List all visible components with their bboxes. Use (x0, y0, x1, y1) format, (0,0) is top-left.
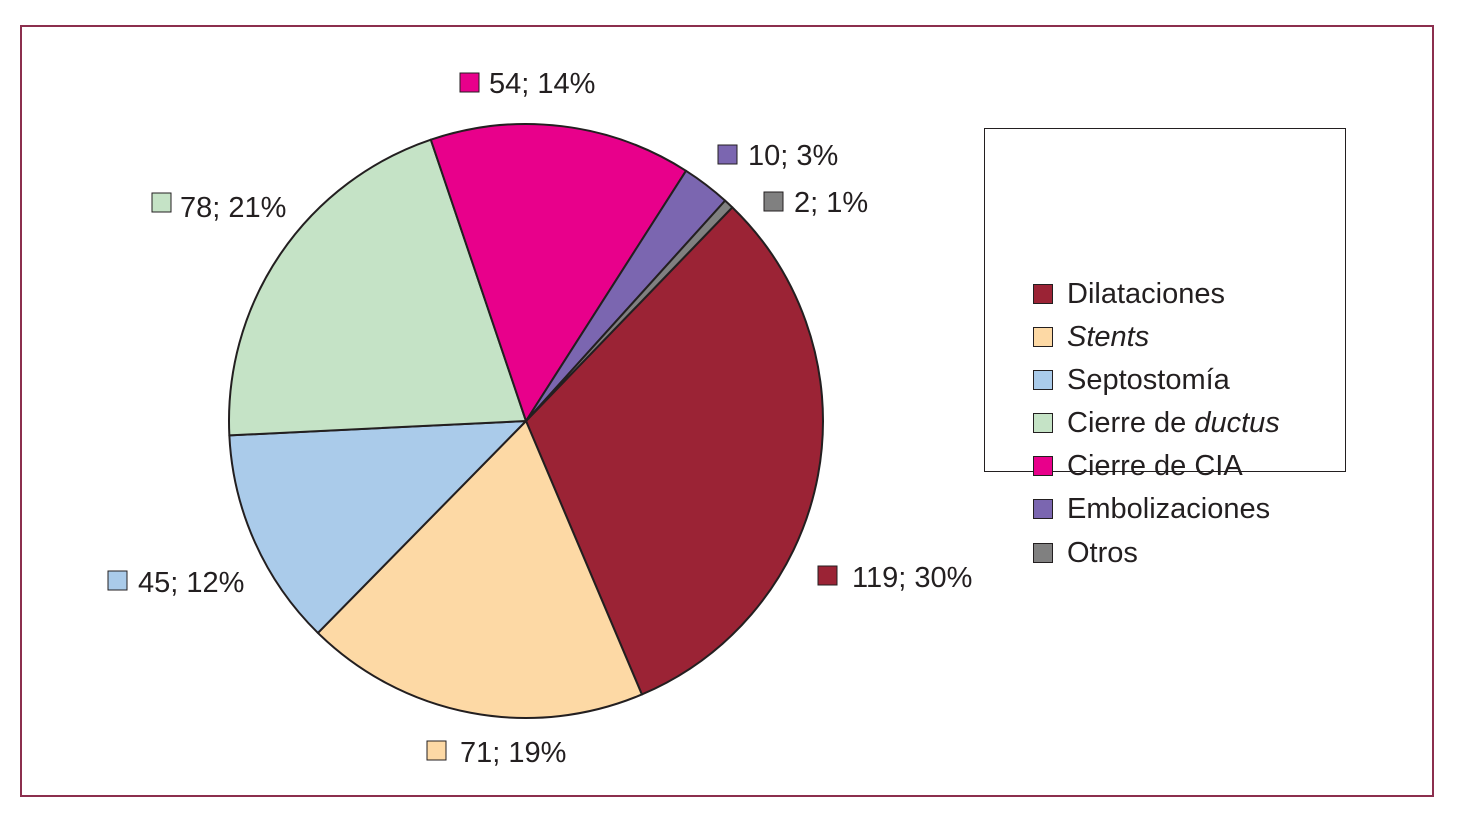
legend-label: Cierre de CIA (1067, 449, 1243, 482)
legend-item-cierre-cia: Cierre de CIA (1033, 446, 1243, 486)
legend-label-italic: ductus (1194, 406, 1280, 439)
legend-label: Embolizaciones (1067, 492, 1271, 525)
data-label-cierre-ductus: 78; 21% (180, 192, 286, 224)
legend-label: Dilataciones (1067, 277, 1225, 310)
data-label-swatch-cierre-ductus (151, 192, 172, 213)
data-label-swatch-septostomia (107, 570, 128, 591)
data-label-swatch-dilataciones (817, 565, 838, 586)
legend-label: Cierre de (1067, 406, 1195, 439)
pie-slice-cierre-cia (429, 123, 688, 422)
legend: Dilataciones Stents Septostomía Cierre d… (984, 128, 1346, 569)
legend-item-otros: Otros (1033, 533, 1138, 573)
legend-swatch (1033, 284, 1053, 304)
data-label-cierre-cia: 54; 14% (489, 68, 595, 100)
legend-swatch (1033, 543, 1053, 563)
data-label-otros: 2; 1% (794, 187, 868, 219)
legend-swatch (1033, 456, 1053, 476)
pie-slice-stents (316, 420, 643, 719)
data-label-swatch-stents (426, 740, 447, 761)
legend-swatch (1033, 327, 1053, 347)
data-label-swatch-otros (763, 191, 784, 212)
pie-slice-otros (525, 199, 734, 422)
data-label-dilataciones: 119; 30% (852, 562, 972, 594)
legend-label-italic: Stents (1067, 320, 1150, 353)
pie-slice-septostomia (228, 420, 527, 634)
data-label-swatch-cierre-cia (459, 72, 480, 93)
data-label-stents: 71; 19% (460, 737, 566, 769)
legend-item-embolizaciones: Embolizaciones (1033, 489, 1270, 529)
data-label-swatch-embolizaciones (717, 144, 738, 165)
legend-swatch (1033, 413, 1053, 433)
legend-swatch (1033, 370, 1053, 390)
data-label-septostomia: 45; 12% (138, 567, 244, 599)
legend-label: Septostomía (1067, 363, 1230, 396)
pie-slices (228, 123, 824, 719)
legend-label: Otros (1067, 536, 1138, 569)
pie-data-labels: 119; 30% 71; 19% 45; 12% 78; 21% 54; 14% 10; … (107, 68, 972, 769)
chart-frame (20, 25, 1434, 797)
pie-slice-cierre-ductus (228, 138, 527, 437)
legend-item-stents: Stents (1033, 317, 1149, 357)
data-label-embolizaciones: 10; 3% (748, 140, 838, 172)
legend-item-septostomia: Septostomía (1033, 360, 1230, 400)
legend-item-dilataciones: Dilataciones (1033, 274, 1225, 314)
legend-item-cierre-ductus: Cierre de ductus (1033, 403, 1280, 443)
pie-slice-dilataciones (525, 206, 824, 696)
legend-swatch (1033, 499, 1053, 519)
